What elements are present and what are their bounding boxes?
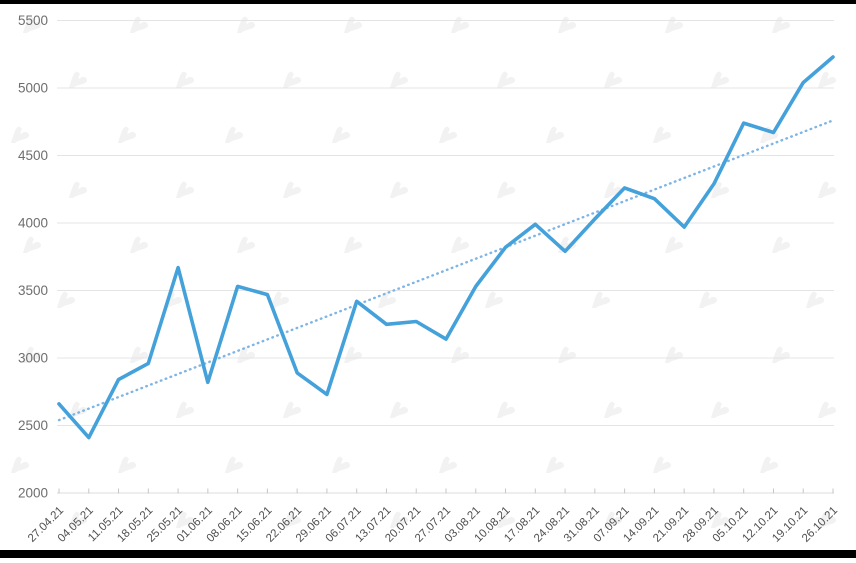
watermark-layer bbox=[11, 16, 837, 528]
watermark-icon bbox=[558, 346, 577, 363]
watermark-icon bbox=[772, 236, 791, 253]
watermark-icon bbox=[69, 71, 88, 88]
watermark-icon bbox=[344, 346, 363, 363]
data-line-layer bbox=[57, 55, 835, 440]
watermark-icon bbox=[665, 346, 684, 363]
watermark-icon bbox=[497, 401, 516, 418]
watermark-icon bbox=[23, 236, 42, 253]
price-line bbox=[57, 55, 835, 440]
watermark-icon bbox=[653, 126, 672, 143]
y-axis-label: 5000 bbox=[18, 81, 48, 96]
watermark-icon bbox=[11, 126, 30, 143]
watermark-icon bbox=[772, 346, 791, 363]
watermark-icon bbox=[665, 16, 684, 33]
watermark-icon bbox=[546, 456, 565, 473]
watermark-icon bbox=[176, 401, 195, 418]
watermark-icon bbox=[378, 291, 397, 308]
watermark-icon bbox=[711, 71, 730, 88]
y-axis-label: 3000 bbox=[18, 351, 48, 366]
y-axis-label: 5500 bbox=[18, 13, 48, 28]
watermark-icon bbox=[497, 71, 516, 88]
trend-line-layer bbox=[57, 119, 835, 422]
watermark-icon bbox=[653, 456, 672, 473]
watermark-icon bbox=[604, 71, 623, 88]
watermark-icon bbox=[546, 126, 565, 143]
watermark-icon bbox=[344, 236, 363, 253]
watermark-icon bbox=[237, 346, 256, 363]
watermark-icon bbox=[118, 456, 137, 473]
watermark-icon bbox=[344, 16, 363, 33]
watermark-icon bbox=[69, 181, 88, 198]
watermark-icon bbox=[451, 16, 470, 33]
watermark-icon bbox=[485, 291, 504, 308]
watermark-icon bbox=[439, 126, 458, 143]
watermark-icon bbox=[332, 456, 351, 473]
watermark-icon bbox=[176, 71, 195, 88]
watermark-icon bbox=[57, 291, 76, 308]
y-axis-labels: 5500 5000 4500 4000 3500 3000 2500 2000 bbox=[18, 13, 48, 501]
watermark-icon bbox=[283, 71, 302, 88]
watermark-icon bbox=[818, 71, 837, 88]
watermark-icon bbox=[225, 126, 244, 143]
watermark-icon bbox=[176, 181, 195, 198]
watermark-icon bbox=[283, 181, 302, 198]
watermark-icon bbox=[665, 236, 684, 253]
watermark-icon bbox=[818, 181, 837, 198]
watermark-icon bbox=[772, 16, 791, 33]
watermark-icon bbox=[497, 181, 516, 198]
watermark-icon bbox=[439, 456, 458, 473]
watermark-icon bbox=[806, 291, 825, 308]
gridline-layer bbox=[57, 20, 834, 494]
watermark-icon bbox=[130, 16, 149, 33]
y-axis-label: 2000 bbox=[18, 486, 48, 501]
watermark-icon bbox=[237, 16, 256, 33]
y-axis-label: 4000 bbox=[18, 216, 48, 231]
letterbox-bottom bbox=[0, 550, 856, 558]
watermark-icon bbox=[237, 236, 256, 253]
watermark-icon bbox=[390, 181, 409, 198]
watermark-icon bbox=[11, 456, 30, 473]
y-axis-label: 2500 bbox=[18, 418, 48, 433]
watermark-icon bbox=[225, 456, 244, 473]
watermark-icon bbox=[818, 401, 837, 418]
watermark-icon bbox=[711, 401, 730, 418]
watermark-icon bbox=[118, 126, 137, 143]
watermark-icon bbox=[558, 16, 577, 33]
watermark-icon bbox=[604, 401, 623, 418]
watermark-icon bbox=[390, 401, 409, 418]
watermark-icon bbox=[130, 346, 149, 363]
watermark-icon bbox=[130, 236, 149, 253]
letterbox-top bbox=[0, 0, 856, 4]
watermark-icon bbox=[271, 291, 290, 308]
y-axis-label: 3500 bbox=[18, 283, 48, 298]
y-axis-label: 4500 bbox=[18, 148, 48, 163]
watermark-icon bbox=[592, 291, 611, 308]
x-tick-layer bbox=[58, 488, 834, 494]
watermark-icon bbox=[332, 126, 351, 143]
watermark-icon bbox=[283, 401, 302, 418]
watermark-icon bbox=[390, 71, 409, 88]
watermark-icon bbox=[451, 236, 470, 253]
watermark-icon bbox=[760, 456, 779, 473]
watermark-icon bbox=[451, 346, 470, 363]
watermark-icon bbox=[699, 291, 718, 308]
